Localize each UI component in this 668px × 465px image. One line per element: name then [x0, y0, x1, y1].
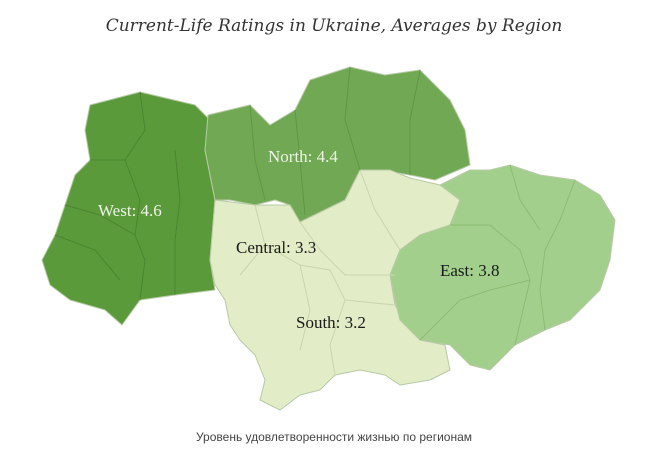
label-central: Central: 3.3 — [236, 238, 316, 257]
label-north: North: 4.4 — [268, 147, 338, 166]
region-central-south — [209, 169, 461, 411]
label-south: South: 3.2 — [296, 313, 366, 332]
map-caption: Уровень удовлетворенности жизнью по реги… — [195, 430, 473, 444]
label-west: West: 4.6 — [98, 201, 162, 220]
label-east: East: 3.8 — [440, 261, 500, 280]
oblast-borders — [54, 66, 576, 376]
map-title: Current-Life Ratings in Ukraine, Average… — [105, 16, 563, 36]
